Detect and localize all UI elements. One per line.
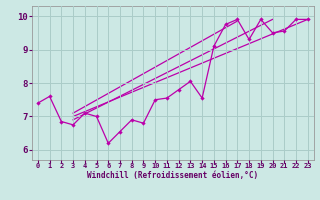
X-axis label: Windchill (Refroidissement éolien,°C): Windchill (Refroidissement éolien,°C) — [87, 171, 258, 180]
